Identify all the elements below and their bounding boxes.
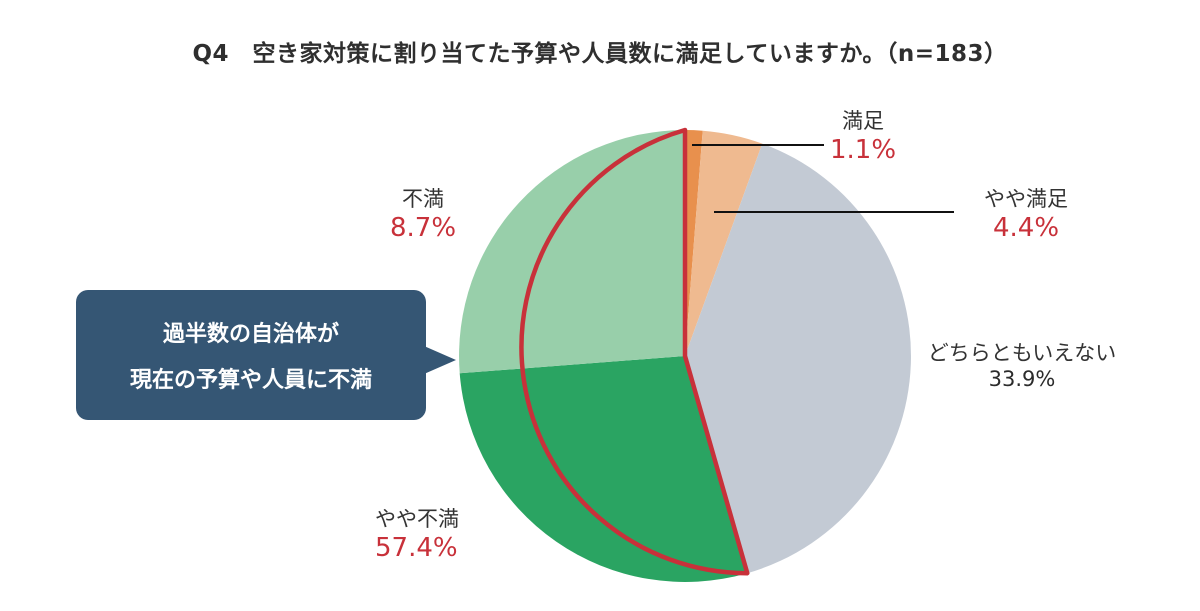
label-name: 満足 — [842, 109, 884, 133]
label-value: 1.1% — [829, 135, 897, 166]
callout-line-1: 過半数の自治体が — [162, 322, 339, 347]
label-neutral: どちらともいえない 33.9% — [922, 340, 1122, 393]
label-name: どちらともいえない — [927, 341, 1117, 365]
label-somewhat-satisfied: やや満足 4.4% — [966, 186, 1086, 245]
label-dissatisfied: 不満 8.7% — [378, 186, 468, 245]
label-name: やや不満 — [375, 507, 459, 531]
chart-title: Q4 空き家対策に割り当てた予算や人員数に満足していますか。（n=183） — [192, 41, 1008, 67]
slice-neutral — [685, 143, 911, 574]
slice-satisfied — [685, 130, 703, 356]
annotation-callout: 過半数の自治体が 現在の予算や人員に不満 — [76, 290, 426, 420]
slice-dissatisfied — [459, 130, 685, 374]
label-value: 57.4% — [375, 533, 458, 564]
label-somewhat-dissatisfied: やや不満 57.4% — [375, 506, 485, 565]
label-name: やや満足 — [984, 187, 1068, 211]
label-name: 不満 — [402, 187, 444, 211]
highlight-outline — [519, 127, 750, 576]
slice-somewhat-satisfied — [685, 130, 763, 356]
label-value: 33.9% — [988, 367, 1056, 392]
label-value: 8.7% — [389, 213, 457, 244]
label-value: 4.4% — [992, 213, 1060, 244]
callout-pointer — [424, 346, 456, 374]
label-satisfied: 満足 1.1% — [818, 108, 908, 167]
callout-line-2: 現在の予算や人員に不満 — [129, 368, 372, 393]
